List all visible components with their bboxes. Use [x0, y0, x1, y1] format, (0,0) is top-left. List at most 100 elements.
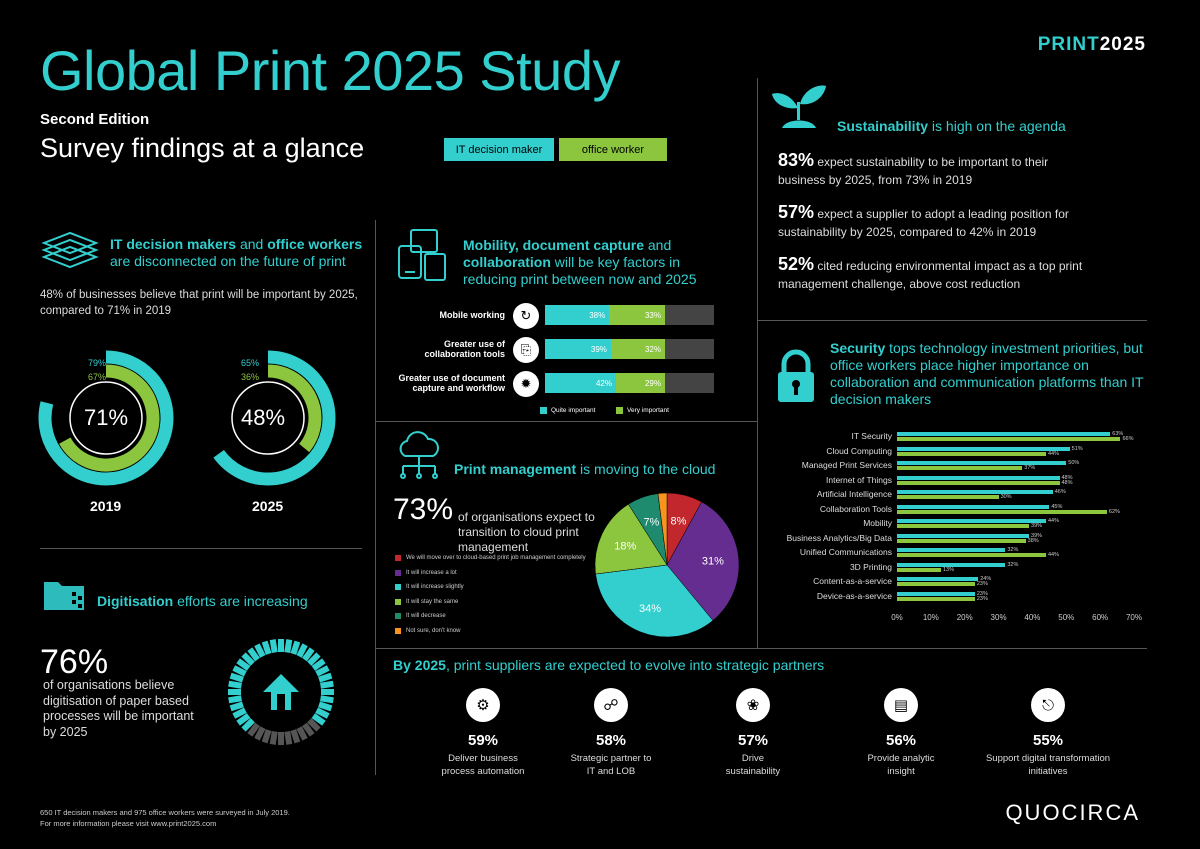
pie-legend-item: It will decrease [395, 613, 446, 619]
disconnect-heading: IT decision makers and office workers are… [110, 236, 380, 270]
ring-ow-arc [267, 364, 322, 453]
security-category-label: Device-as-a-service [816, 590, 892, 601]
gauge-tick [302, 722, 315, 737]
pie-value-label: 7% [643, 517, 659, 529]
bar-track: 39% 32% [545, 339, 714, 359]
gauge-tick [290, 640, 301, 655]
gauge-tick [241, 652, 255, 666]
stat-text: cited reducing environmental impact as a… [778, 259, 1083, 291]
gauge-tick [320, 680, 334, 689]
security-value-label: 66% [1122, 436, 1134, 442]
gauge-tick [296, 726, 308, 741]
legend-swatch [395, 555, 401, 561]
security-category-label: Business Analytics/Big Data [786, 532, 892, 543]
legend-label: Not sure, don't know [406, 627, 461, 634]
heading-highlight: By 2025 [393, 657, 446, 673]
divider [375, 220, 376, 775]
digitisation-heading: Digitisation efforts are increasing [97, 593, 308, 609]
year-2025: 2025 [252, 498, 284, 514]
stat-percent: 57% [778, 202, 815, 222]
partner-text: Drive sustainability [725, 753, 781, 777]
legend-label: Very important [627, 407, 669, 414]
security-category-label: Artificial Intelligence [816, 489, 892, 499]
gauge-tick [290, 729, 301, 744]
pie-legend-item: It will increase a lot [395, 569, 457, 576]
legend-label: Quite important [551, 407, 596, 414]
analytics-icon: ▤ [884, 688, 918, 722]
security-category-label: Internet of Things [826, 474, 892, 485]
plant-icon: ❀ [736, 688, 770, 722]
security-bar [897, 567, 941, 572]
pie-value-label: 18% [614, 540, 636, 552]
legend-label: It will increase slightly [406, 584, 464, 590]
security-x-tick: 40% [1024, 613, 1041, 622]
legend-very-important: Very important [616, 407, 669, 414]
pie-slice [594, 503, 668, 575]
digitisation-gauge [228, 639, 334, 745]
ring-it-arc [38, 350, 174, 486]
heading-highlight: IT decision makers [110, 236, 237, 252]
partner-text: Deliver business process automation [441, 753, 525, 777]
heading-highlight: Security [830, 340, 886, 356]
security-x-tick: 60% [1092, 613, 1109, 622]
partners-heading: By 2025, print suppliers are expected to… [393, 657, 824, 673]
mobility-heading: Mobility, document capture and collabora… [463, 237, 723, 288]
security-bar [897, 548, 1006, 552]
gauge-tick [229, 701, 244, 712]
gauge-tick [247, 647, 260, 662]
cloud-percent: 73% [393, 493, 454, 526]
bar-segment: 32% [610, 339, 665, 359]
heading-highlight: Digitisation [97, 593, 174, 609]
footer-line: For more information please visit www.pr… [40, 819, 217, 828]
security-bar [897, 553, 1046, 557]
security-bar [897, 466, 1023, 470]
ring-2025-it-label: 65% [241, 358, 260, 368]
cloud-pie-chart: 8%31%34%18%7%2% [594, 490, 740, 638]
security-value-label: 48% [1061, 479, 1073, 486]
security-bar [897, 446, 1070, 451]
security-value-label: 37% [1024, 465, 1036, 471]
footer-note: 650 IT decision makers and 975 office wo… [40, 807, 290, 829]
gauge-tick [261, 640, 272, 655]
security-value-label: 50% [1068, 460, 1080, 466]
legend-office-worker: office worker [559, 138, 667, 161]
bar-segment: 33% [609, 305, 665, 325]
ring-2025-ow-label: 36% [241, 372, 260, 382]
page-title: Global Print 2025 Study [40, 39, 620, 102]
security-bar [897, 538, 1026, 543]
heading-text: is high on the agenda [928, 118, 1066, 134]
ring-it-arc [213, 350, 336, 486]
bar-track: 38% 33% [545, 305, 714, 325]
handshake-icon: ☍ [594, 688, 628, 722]
security-bar [897, 509, 1107, 514]
gauge-tick [269, 731, 278, 745]
divider [40, 548, 362, 549]
security-x-tick: 50% [1058, 613, 1075, 622]
capture-icon: ✹ [513, 371, 539, 397]
gauge-tick [254, 726, 266, 741]
devices-icon [398, 229, 446, 281]
heading-text: are disconnected on the future of print [110, 253, 346, 269]
gauge-tick [228, 680, 242, 689]
footer-line: 650 IT decision makers and 975 office wo… [40, 808, 290, 817]
gauge-tick [261, 729, 272, 744]
security-x-tick: 70% [1125, 613, 1142, 622]
partner-percent: 57% [737, 732, 769, 749]
security-value-label: 32% [1007, 561, 1019, 568]
gauge-tick [315, 665, 330, 677]
legend-swatch [395, 584, 401, 590]
security-bar [897, 432, 1111, 436]
security-bar [897, 519, 1046, 523]
partner-item: ⚙ 59% Deliver business process automation [408, 688, 558, 778]
stat-text: expect a supplier to adopt a leading pos… [778, 207, 1069, 239]
pie-legend-item: We will move over to cloud-based print j… [395, 555, 586, 561]
gauge-tick [318, 701, 333, 712]
padlock-icon [778, 349, 814, 402]
cloud-network-icon [399, 431, 439, 479]
security-value-label: 32% [1007, 547, 1019, 553]
ring-center-circle [69, 381, 143, 455]
gauge-tick [284, 731, 293, 745]
quocirca-logo: QUOCIRCA [1005, 800, 1140, 825]
security-bar [897, 577, 979, 581]
security-value-label: 62% [1108, 508, 1120, 515]
